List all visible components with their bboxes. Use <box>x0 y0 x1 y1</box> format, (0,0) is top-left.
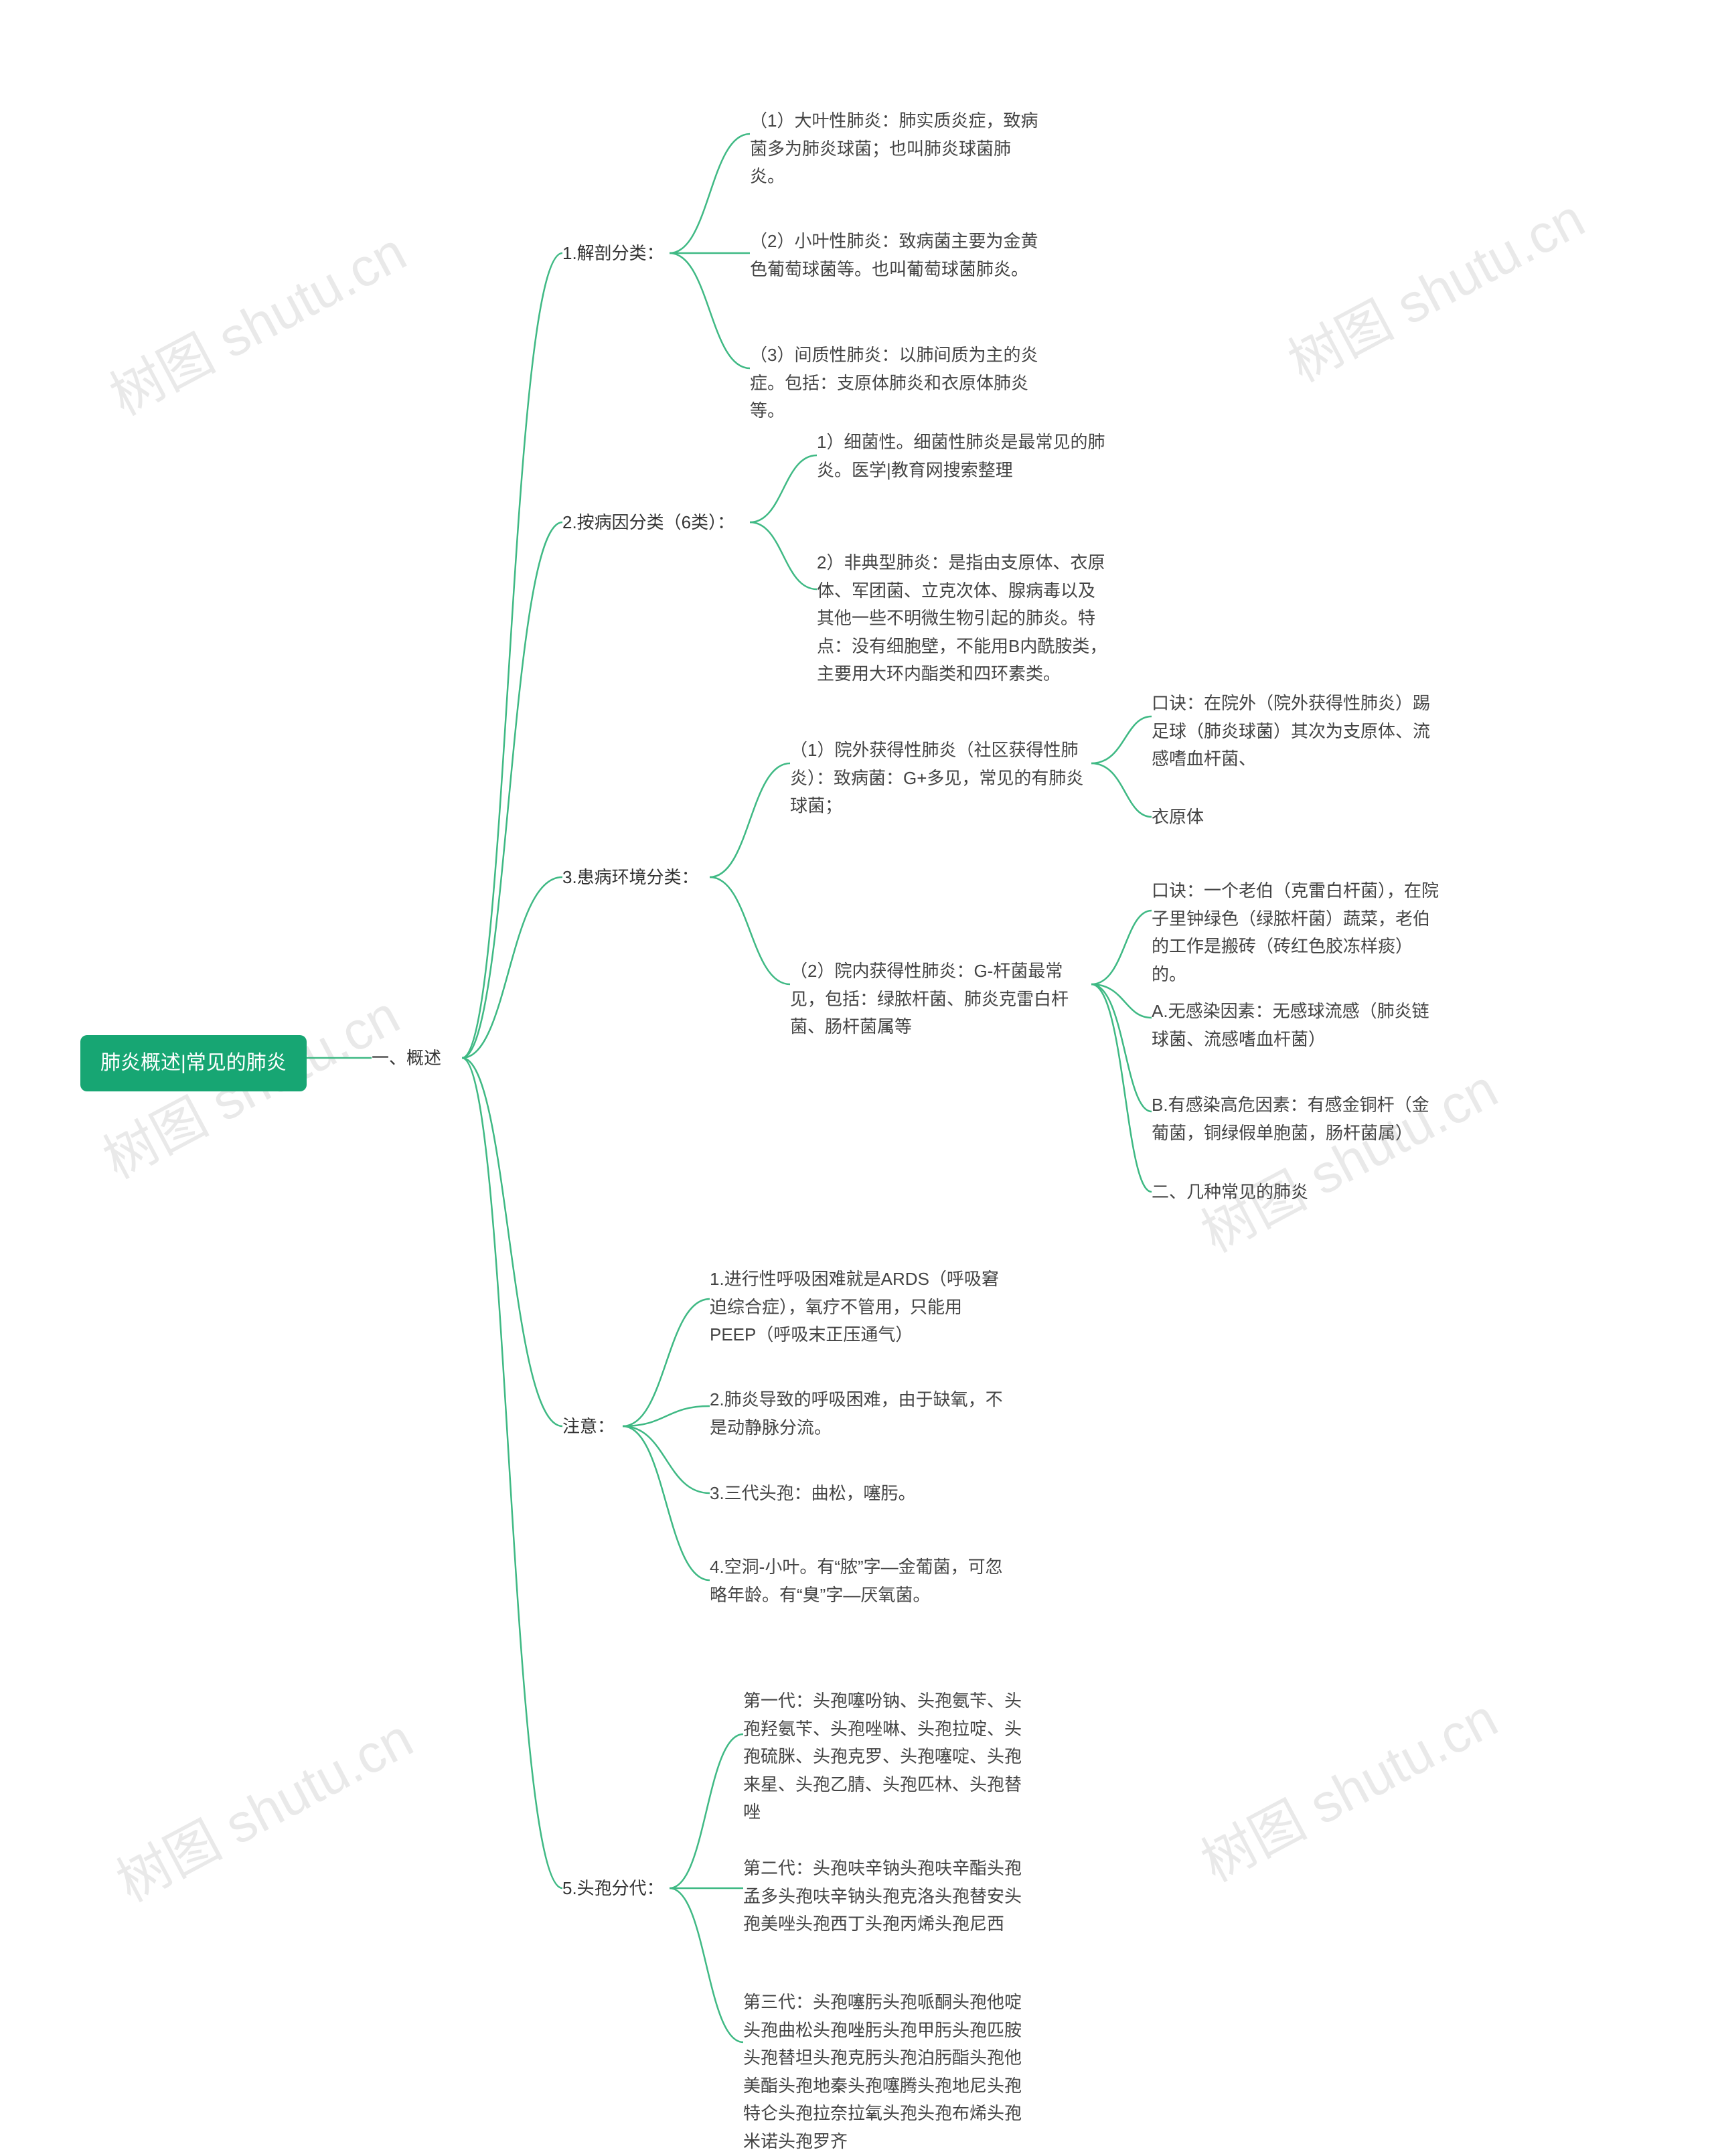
node-b2-c0: 1）细菌性。细菌性肺炎是最常见的肺炎。医学|教育网搜索整理 <box>817 429 1111 484</box>
node-b4-c2: 3.三代头孢：曲松，噻肟。 <box>710 1480 916 1508</box>
node-b3: 3.患病环境分类： <box>562 864 699 892</box>
node-b2-c1: 2）非典型肺炎：是指由支原体、衣原体、军团菌、立克次体、腺病毒以及其他一些不明微… <box>817 549 1111 688</box>
watermark: 树图 shutu.cn <box>1186 1047 1508 1267</box>
watermark: 树图 shutu.cn <box>1273 176 1595 397</box>
node-b2: 2.按病因分类（6类）： <box>562 509 734 537</box>
node-b3-c1-0: 口诀：在院外（院外获得性肺炎）踢足球（肺炎球菌）其次为支原体、流感嗜血杆菌、 <box>1152 690 1446 773</box>
node-b5: 5.头孢分代： <box>562 1875 664 1903</box>
node-b3-c2-2: B.有感染高危因素：有感金铜杆（金葡菌，铜绿假单胞菌，肠杆菌属） <box>1152 1091 1446 1147</box>
node-b3-c2-3: 二、几种常见的肺炎 <box>1152 1178 1308 1207</box>
watermark: 树图 shutu.cn <box>1186 1676 1508 1897</box>
node-b1-c1: （2）小叶性肺炎：致病菌主要为金黄色葡萄球菌等。也叫葡萄球菌肺炎。 <box>750 228 1044 283</box>
node-b3-c1-1: 衣原体 <box>1152 803 1204 832</box>
node-b5-c0: 第一代：头孢噻吩钠、头孢氨苄、头孢羟氨苄、头孢唑啉、头孢拉啶、头孢硫脒、头孢克罗… <box>743 1687 1038 1827</box>
node-b4-c1: 2.肺炎导致的呼吸困难，由于缺氧，不是动静脉分流。 <box>710 1386 1004 1442</box>
node-b1: 1.解剖分类： <box>562 240 664 268</box>
watermark: 树图 shutu.cn <box>94 210 417 431</box>
mindmap-canvas: 树图 shutu.cn 树图 shutu.cn 树图 shutu.cn 树图 s… <box>0 0 1714 2137</box>
node-b4-c3: 4.空洞-小叶。有“脓”字—金葡菌，可忽略年龄。有“臭”字—厌氧菌。 <box>710 1553 1004 1609</box>
node-b1-c2: （3）间质性肺炎：以肺间质为主的炎症。包括：支原体肺炎和衣原体肺炎等。 <box>750 341 1044 425</box>
node-b3-c2-0: 口诀：一个老伯（克雷白杆菌），在院子里钟绿色（绿脓杆菌）蔬菜，老伯的工作是搬砖（… <box>1152 877 1446 988</box>
node-b1-c0: （1）大叶性肺炎：肺实质炎症，致病菌多为肺炎球菌；也叫肺炎球菌肺炎。 <box>750 107 1044 191</box>
node-b4-c0: 1.进行性呼吸困难就是ARDS（呼吸窘迫综合症），氧疗不管用，只能用PEEP（呼… <box>710 1265 1004 1349</box>
node-level1: 一、概述 <box>372 1045 441 1073</box>
node-b3-c2-1: A.无感染因素：无感球流感（肺炎链球菌、流感嗜血杆菌） <box>1152 998 1446 1053</box>
node-b5-c1: 第二代：头孢呋辛钠头孢呋辛酯头孢孟多头孢呋辛钠头孢克洛头孢替安头孢美唑头孢西丁头… <box>743 1855 1038 1938</box>
watermark: 树图 shutu.cn <box>101 1696 424 1917</box>
root-node: 肺炎概述|常见的肺炎 <box>80 1035 307 1091</box>
node-b3-c1: （1）院外获得性肺炎（社区获得性肺炎）：致病菌：G+多见，常见的有肺炎球菌； <box>790 737 1085 820</box>
node-b3-c2: （2）院内获得性肺炎：G-杆菌最常见，包括：绿脓杆菌、肺炎克雷白杆菌、肠杆菌属等 <box>790 957 1085 1041</box>
node-b5-c2: 第三代：头孢噻肟头孢哌酮头孢他啶头孢曲松头孢唑肟头孢甲肟头孢匹胺头孢替坦头孢克肟… <box>743 1989 1038 2156</box>
node-b4: 注意： <box>562 1413 615 1441</box>
